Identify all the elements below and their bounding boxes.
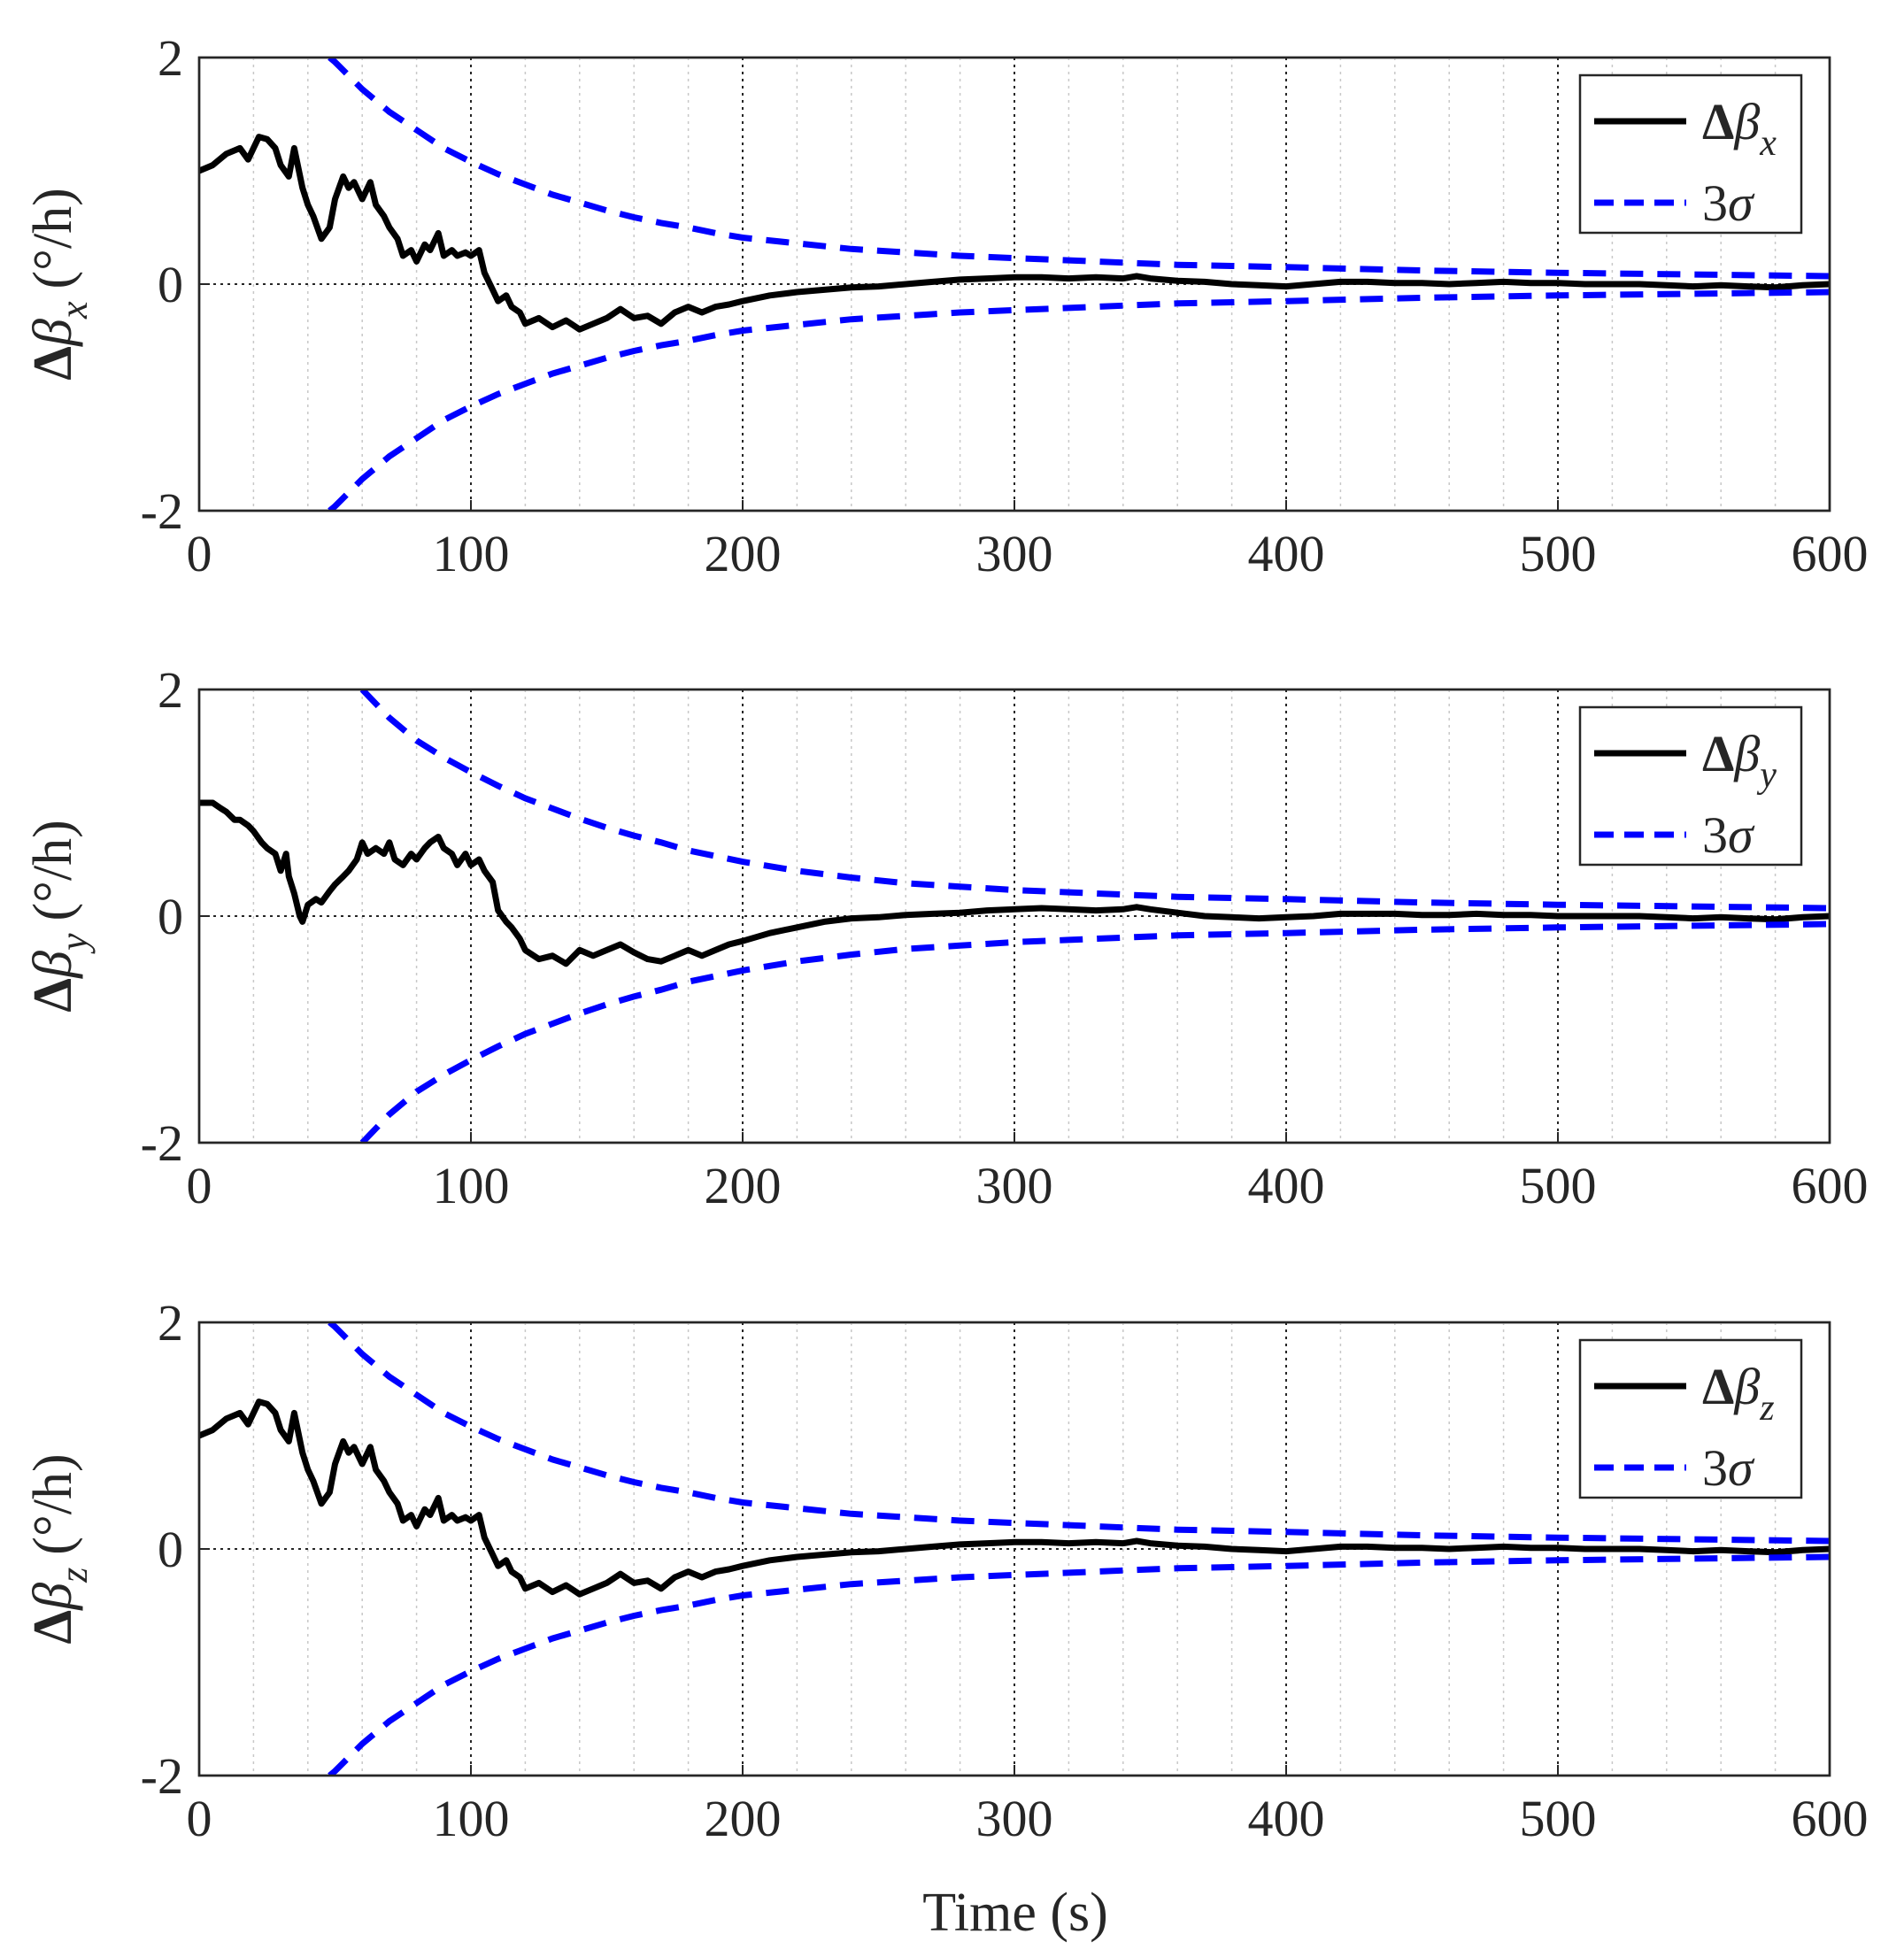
y-axis-label: Δβz(°/h) xyxy=(23,1453,96,1644)
x-tick-label: 600 xyxy=(1792,525,1869,582)
legend-box xyxy=(1578,1338,1803,1499)
x-tick-label: 200 xyxy=(705,525,782,582)
legend-sigma-label: 3σ xyxy=(1702,1439,1755,1497)
x-tick-label: 100 xyxy=(433,1790,510,1847)
sigma-lower-bound-line xyxy=(359,921,1830,1143)
y-tick-label: -2 xyxy=(141,1114,183,1172)
x-tick-label: 400 xyxy=(1248,1157,1325,1214)
x-tick-label: 400 xyxy=(1248,1790,1325,1847)
legend: Δβz 3σ xyxy=(1578,1338,1803,1499)
x-tick-label: 100 xyxy=(433,1157,510,1214)
legend-box xyxy=(1578,705,1803,867)
y-tick-label: -2 xyxy=(141,482,183,540)
x-tick-label: 0 xyxy=(187,525,212,582)
x-tick-label: 600 xyxy=(1792,1790,1869,1847)
legend-error-label: Δβx xyxy=(1702,93,1777,164)
sigma-upper-bound-line xyxy=(328,1322,1830,1545)
y-tick-label: -2 xyxy=(141,1747,183,1805)
y-tick-label: 0 xyxy=(158,256,183,313)
y-tick-label: 0 xyxy=(158,1521,183,1578)
y-tick-label: 2 xyxy=(158,1294,183,1352)
sigma-upper-bound-line xyxy=(328,58,1830,280)
x-tick-label: 600 xyxy=(1792,1157,1869,1214)
legend-box xyxy=(1578,73,1803,235)
x-tick-label: 300 xyxy=(976,1790,1053,1847)
sigma-upper-bound-line xyxy=(359,690,1830,912)
x-tick-label: 300 xyxy=(976,1157,1053,1214)
x-tick-label: 0 xyxy=(187,1790,212,1847)
data-layer xyxy=(199,1322,1830,1776)
y-axis-label: Δβy(°/h) xyxy=(23,820,96,1013)
x-tick-label: 0 xyxy=(187,1157,212,1214)
x-tick-label: 200 xyxy=(705,1157,782,1214)
legend-error-label: Δβy xyxy=(1702,725,1777,796)
x-tick-label: 500 xyxy=(1520,1157,1597,1214)
x-tick-label: 100 xyxy=(433,525,510,582)
x-tick-label: 400 xyxy=(1248,525,1325,582)
legend-sigma-label: 3σ xyxy=(1702,806,1755,864)
x-tick-label: 300 xyxy=(976,525,1053,582)
x-tick-label: 200 xyxy=(705,1790,782,1847)
legend: Δβy 3σ xyxy=(1578,705,1803,867)
y-tick-label: 2 xyxy=(158,661,183,719)
legend: Δβx 3σ xyxy=(1578,73,1803,235)
x-tick-label: 500 xyxy=(1520,525,1597,582)
sigma-lower-bound-line xyxy=(328,289,1830,511)
y-tick-label: 2 xyxy=(158,29,183,87)
data-layer xyxy=(199,690,1830,1143)
error-series-line xyxy=(199,134,1830,333)
data-layer xyxy=(199,58,1830,511)
error-series-line xyxy=(199,1398,1830,1598)
y-axis-label: Δβx(°/h) xyxy=(23,188,96,381)
x-tick-label: 500 xyxy=(1520,1790,1597,1847)
y-tick-label: 0 xyxy=(158,888,183,945)
error-series-line xyxy=(199,799,1830,967)
legend-error-label: Δβz xyxy=(1702,1358,1775,1429)
x-axis-label: Time (s) xyxy=(922,1883,1108,1943)
sigma-lower-bound-line xyxy=(328,1553,1830,1776)
legend-sigma-label: 3σ xyxy=(1702,174,1755,232)
